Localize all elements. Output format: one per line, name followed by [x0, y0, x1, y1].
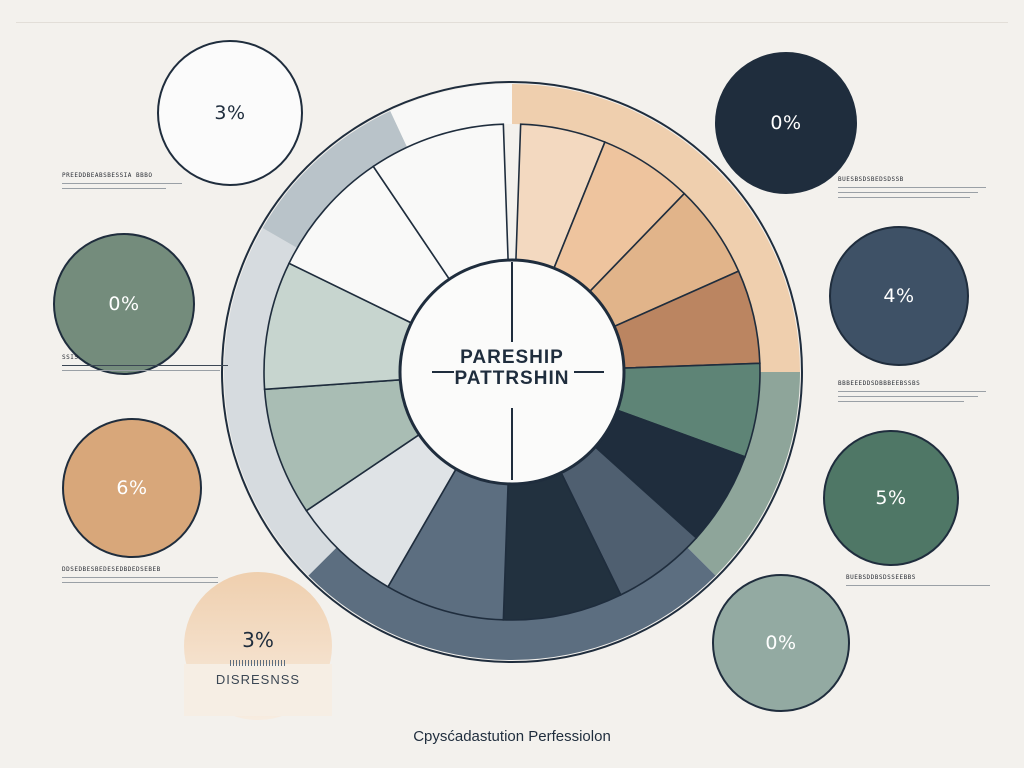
legend-title: BUESBSDSBEDSDSSB — [838, 176, 904, 183]
center-title-line2: PATTRSHIN — [454, 368, 570, 389]
legend-line — [62, 577, 218, 578]
outer-ring-band — [390, 84, 512, 148]
legend-line — [62, 183, 182, 184]
bubble-value: 3% — [214, 102, 246, 124]
top-divider — [16, 22, 1008, 23]
center-disc — [398, 258, 626, 486]
outer-ring-band — [687, 372, 801, 576]
legend-left-3: DDSEDBESBEDESEDBDEDSEBEB — [62, 566, 222, 587]
legend-left-2: SSIS — [62, 354, 232, 375]
bubble-value: 0% — [770, 112, 802, 134]
legend-line — [62, 188, 166, 189]
faded-card-barcode — [230, 660, 286, 666]
faded-card-label: DISRESNSS — [215, 672, 301, 687]
legend-line — [62, 582, 218, 583]
legend-line — [838, 187, 986, 188]
legend-line — [846, 585, 990, 586]
legend-line — [838, 396, 978, 397]
legend-line — [62, 365, 228, 366]
legend-title: BUEBSDDBSDSSEEBBS — [846, 574, 916, 581]
bubble-value: 5% — [875, 487, 907, 509]
outer-ring-band — [308, 547, 716, 660]
legend-line — [838, 401, 964, 402]
legend-title: PREEDDBEABSBESSIA BBBO — [62, 172, 153, 179]
percentage-bubble-low-left: 6% — [62, 418, 202, 558]
outer-ring-band — [262, 110, 408, 248]
faded-band — [184, 664, 332, 716]
legend-right-1: BUESBSDSBEDSDSSB — [838, 176, 988, 202]
center-title-line1: PARESHIP — [460, 347, 564, 368]
bubble-value: 6% — [116, 477, 148, 499]
faded-card-value: 3% — [242, 628, 274, 652]
bubble-value: 0% — [108, 293, 140, 315]
faded-percentage-card: 3% DISRESNSS — [184, 572, 332, 722]
legend-right-2: BBBEEEDDSDBBBEEBSSBS — [838, 380, 988, 406]
outer-ring-band — [224, 228, 337, 576]
percentage-bubble-low-right: 5% — [823, 430, 959, 566]
footer-caption: Cpysćadastution Perfessiolon — [413, 728, 611, 745]
center-title: PARESHIP PATTRSHIN — [412, 348, 612, 390]
bubble-value: 0% — [765, 632, 797, 654]
outer-ring-border — [221, 81, 803, 663]
legend-line — [838, 192, 978, 193]
legend-line — [838, 391, 986, 392]
legend-right-3: BUEBSDDBSDSSEEBBS — [846, 574, 992, 590]
percentage-bubble-mid-left: 0% — [53, 233, 195, 375]
legend-title: BBBEEEDDSDBBBEEBSSBS — [838, 380, 921, 387]
bubble-value: 4% — [883, 285, 915, 307]
legend-title: DDSEDBESBEDESEDBDEDSEBEB — [62, 566, 161, 573]
outer-ring-band — [512, 84, 800, 372]
percentage-bubble-top-right: 0% — [715, 52, 857, 194]
percentage-bubble-mid-right: 4% — [829, 226, 969, 366]
percentage-bubble-top-left: 3% — [157, 40, 303, 186]
legend-title: SSIS — [62, 354, 79, 361]
legend-line — [62, 370, 220, 371]
percentage-bubble-bottom-right: 0% — [712, 574, 850, 712]
legend-line — [838, 197, 970, 198]
legend-left-1: PREEDDBEABSBESSIA BBBO — [62, 172, 190, 193]
